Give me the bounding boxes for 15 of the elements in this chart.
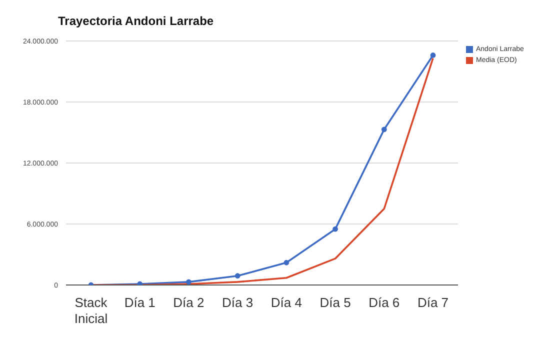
point	[284, 260, 290, 266]
point	[332, 226, 338, 232]
x-tick-label: Día 1	[124, 295, 156, 310]
point	[381, 126, 387, 132]
x-tick-label: Día 6	[368, 295, 400, 310]
x-tick-label: Día 3	[222, 295, 254, 310]
x-tick-label: Día 4	[270, 295, 302, 310]
x-tick-label: Stack Inicial	[74, 295, 108, 326]
x-tick-label: Día 7	[417, 295, 449, 310]
point	[186, 279, 192, 285]
point	[430, 52, 436, 58]
x-tick-label: Día 2	[173, 295, 204, 310]
point	[234, 273, 240, 279]
chart-title: Trayectoria Andoni Larrabe	[58, 14, 214, 28]
x-tick-label: Día 5	[320, 295, 351, 310]
